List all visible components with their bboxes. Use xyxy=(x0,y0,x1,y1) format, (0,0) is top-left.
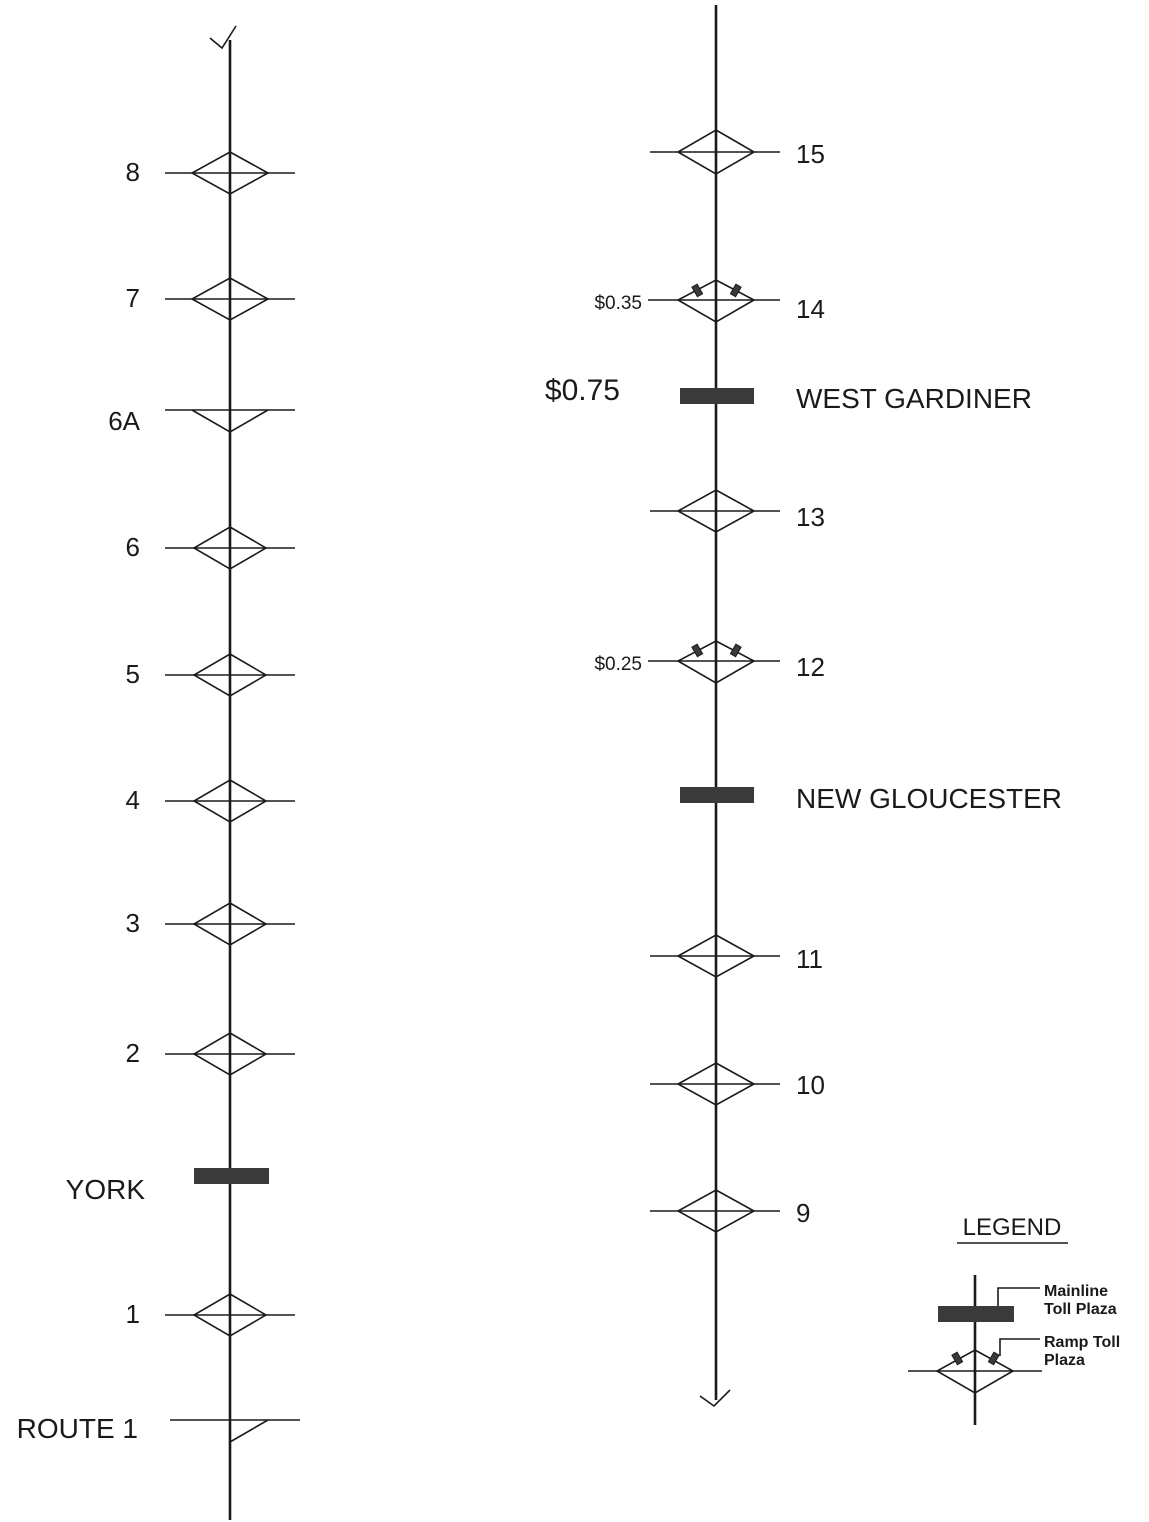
right-column: 15 $0.35 14 $0.75 WEST GARDINER 13 xyxy=(545,5,1062,1408)
interchange-15: 15 xyxy=(650,129,825,175)
plaza-label: WEST GARDINER xyxy=(796,383,1032,414)
legend-ramp-text: Ramp Toll xyxy=(1044,1334,1120,1351)
interchange-label: 10 xyxy=(796,1070,825,1100)
legend: LEGEND Mainline Toll Plaza Ramp Toll Pla… xyxy=(908,1214,1120,1425)
legend-ramp-diamond xyxy=(935,1349,1015,1394)
interchange-label: ROUTE 1 xyxy=(17,1413,138,1444)
interchange-10: 10 xyxy=(650,1062,825,1106)
right-break-mark xyxy=(699,1389,731,1408)
interchange-label: 4 xyxy=(126,785,140,815)
legend-leader-mainline xyxy=(997,1287,1040,1306)
interchange-label: 12 xyxy=(796,652,825,682)
interchange-3: 3 xyxy=(126,902,295,946)
mainline-plaza-west-gardiner: $0.75 WEST GARDINER xyxy=(545,374,1032,414)
interchange-7: 7 xyxy=(126,277,295,321)
interchange-label: 13 xyxy=(796,502,825,532)
interchange-11: 11 xyxy=(650,934,823,978)
interchange-14: $0.35 14 xyxy=(594,279,825,324)
interchange-2: 2 xyxy=(126,1032,295,1076)
interchange-route-1: ROUTE 1 xyxy=(17,1413,300,1444)
ramp-toll-amount: $0.35 xyxy=(594,293,642,314)
interchange-label: 2 xyxy=(126,1038,140,1068)
interchange-1: 1 xyxy=(126,1293,295,1337)
interchange-label: 3 xyxy=(126,908,140,938)
ramp-toll-booth xyxy=(987,1351,1000,1366)
plaza-label: NEW GLOUCESTER xyxy=(796,783,1062,814)
ramp-toll-booth xyxy=(729,283,742,298)
interchange-13: 13 xyxy=(650,489,825,533)
interchange-label: 8 xyxy=(126,157,140,187)
interchange-label: 11 xyxy=(796,944,823,974)
interchange-label: 6 xyxy=(126,532,140,562)
left-column: 8 7 6A 6 5 4 xyxy=(17,25,300,1520)
interchange-5: 5 xyxy=(126,653,295,697)
interchange-label: 9 xyxy=(796,1198,810,1228)
ramp-toll-booth xyxy=(729,643,742,658)
legend-ramp-text: Plaza xyxy=(1044,1352,1085,1369)
interchange-8: 8 xyxy=(126,151,295,195)
interchange-label: 5 xyxy=(126,659,140,689)
legend-title: LEGEND xyxy=(963,1214,1062,1241)
legend-mainline-text: Mainline xyxy=(1044,1283,1108,1300)
interchange-12: $0.25 12 xyxy=(594,640,825,684)
mainline-plaza-new-gloucester: NEW GLOUCESTER xyxy=(680,783,1062,814)
interchange-label: 1 xyxy=(126,1299,140,1329)
ramp-toll-booth xyxy=(951,1351,964,1366)
legend-mainline-plaza-symbol xyxy=(938,1306,1014,1322)
ramp-toll-booth xyxy=(691,643,704,658)
ramp-toll-booth xyxy=(691,283,704,298)
interchange-label: 14 xyxy=(796,294,825,324)
interchange-9: 9 xyxy=(650,1189,810,1233)
interchange-label: 7 xyxy=(126,283,140,313)
legend-leader-ramp xyxy=(999,1338,1040,1356)
interchange-6: 6 xyxy=(126,526,295,570)
mainline-plaza-york: YORK xyxy=(66,1168,269,1205)
interchange-label: 6A xyxy=(108,406,140,436)
legend-mainline-text: Toll Plaza xyxy=(1044,1301,1117,1318)
interchange-6a: 6A xyxy=(108,406,295,436)
mainline-toll-amount: $0.75 xyxy=(545,374,620,407)
plaza-label: YORK xyxy=(66,1174,146,1205)
left-break-mark xyxy=(209,25,237,50)
interchange-label: 15 xyxy=(796,139,825,169)
interchange-4: 4 xyxy=(126,779,295,823)
ramp-toll-amount: $0.25 xyxy=(594,654,642,675)
